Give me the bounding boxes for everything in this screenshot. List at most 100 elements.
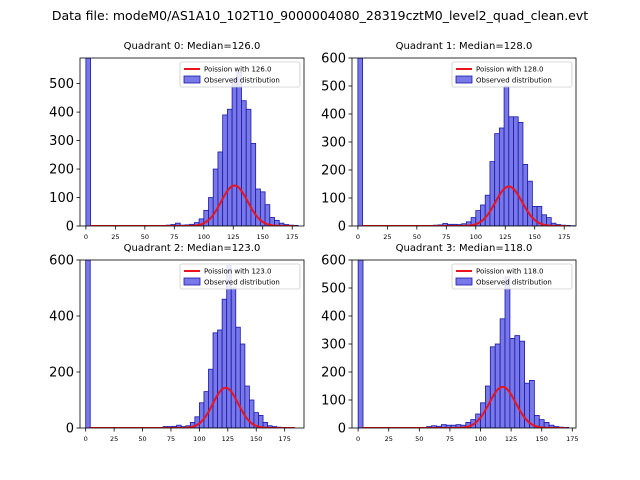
histogram-bar — [222, 114, 228, 226]
legend-bar-label: Observed distribution — [476, 279, 552, 287]
y-tick-label: 600 — [321, 52, 346, 67]
legend-line-label: Poission with 118.0 — [476, 268, 544, 276]
histogram-bar — [217, 329, 223, 428]
subplot-3: 0 25 50 75 100 125 150 175 0 100 200 300 400 500 600 Qu… — [321, 243, 578, 443]
histogram-bar — [522, 163, 529, 226]
y-tick-label: 600 — [49, 254, 74, 269]
x-tick-label: 175 — [558, 233, 570, 241]
x-tick-label: 75 — [170, 233, 178, 241]
x-tick-label: 125 — [505, 435, 517, 443]
histogram-bar — [235, 326, 241, 428]
histogram-bar-zero — [357, 260, 364, 428]
y-tick-label: 400 — [321, 108, 346, 123]
figure-suptitle: Data file: modeM0/AS1A10_102T10_90000040… — [51, 8, 589, 23]
y-tick-label: 200 — [49, 163, 74, 178]
histogram-bar — [494, 133, 500, 226]
y-tick-label: 500 — [49, 77, 74, 92]
legend-bar-swatch — [183, 277, 201, 286]
legend-box — [179, 61, 301, 88]
legend: Poission with 118.0 Observed distribution — [451, 263, 573, 290]
x-tick-label: 100 — [193, 435, 205, 443]
y-tick-label: 500 — [321, 80, 346, 95]
legend-box — [451, 263, 573, 290]
histogram-bar — [513, 116, 519, 226]
y-tick-label: 300 — [49, 134, 74, 149]
poisson-fit-line — [361, 385, 567, 428]
histogram-bar — [217, 151, 224, 226]
legend-bar-swatch — [455, 277, 473, 286]
y-tick-label: 600 — [321, 254, 346, 269]
x-tick-label: 0 — [356, 435, 360, 443]
histogram-bar — [503, 85, 510, 226]
histogram-bar — [494, 343, 501, 428]
y-tick-label: 200 — [49, 366, 74, 381]
y-tick-label: 100 — [49, 191, 74, 206]
histogram-bar — [517, 122, 524, 226]
histogram-bar — [230, 287, 237, 428]
legend-box — [179, 263, 301, 290]
legend-bar-swatch — [455, 75, 473, 84]
histogram-bar — [208, 368, 214, 428]
x-tick-label: 50 — [138, 435, 146, 443]
x-tick-label: 100 — [198, 233, 210, 241]
histogram-bar — [212, 332, 218, 428]
subplot-title: Quadrant 3: Median=118.0 — [396, 243, 533, 254]
histogram-bar — [231, 77, 238, 226]
y-tick-label: 300 — [321, 338, 346, 353]
histogram-bar — [531, 205, 538, 226]
histogram-bar-zero — [357, 58, 364, 226]
y-tick-label: 200 — [321, 164, 346, 179]
legend-bar-label: Observed distribution — [204, 77, 280, 85]
x-tick-label: 150 — [536, 435, 548, 443]
x-tick-label: 50 — [413, 233, 421, 241]
subplot-title: Quadrant 0: Median=126.0 — [124, 41, 261, 52]
x-tick-label: 175 — [286, 233, 298, 241]
x-tick-label: 25 — [385, 435, 393, 443]
x-tick-label: 175 — [566, 435, 578, 443]
histogram-bar — [498, 127, 505, 226]
histogram-bar — [508, 116, 514, 226]
histogram-bar-zero — [85, 58, 92, 226]
subplot-0: 0 25 50 75 100 125 150 175 0 100 200 300 400 500 Quadr… — [49, 41, 305, 241]
legend: Poission with 123.0 Observed distribution — [179, 263, 301, 290]
y-tick-label: 200 — [321, 366, 346, 381]
x-tick-label: 75 — [442, 233, 450, 241]
histogram-bar — [489, 161, 496, 226]
plot-area-3 — [357, 260, 570, 428]
legend-line-label: Poission with 123.0 — [204, 268, 272, 276]
x-tick-label: 0 — [84, 435, 88, 443]
histogram-bar — [212, 168, 219, 226]
legend-bar-label: Observed distribution — [476, 77, 552, 85]
x-tick-label: 175 — [278, 435, 290, 443]
histogram-bar — [489, 346, 496, 428]
histogram-bar — [480, 204, 486, 226]
legend-bar-label: Observed distribution — [204, 279, 280, 287]
x-tick-label: 150 — [529, 233, 541, 241]
x-tick-label: 25 — [110, 435, 118, 443]
y-tick-label: 100 — [321, 192, 346, 207]
legend-bar-swatch — [183, 75, 201, 84]
y-tick-label: 400 — [49, 310, 74, 325]
y-tick-label: 100 — [321, 394, 346, 409]
subplot-title: Quadrant 2: Median=123.0 — [124, 243, 261, 254]
histogram-bar — [484, 194, 491, 226]
histogram-bar — [236, 71, 242, 226]
histogram-bar — [509, 337, 516, 428]
x-tick-label: 25 — [383, 233, 391, 241]
x-tick-label: 25 — [111, 233, 119, 241]
histogram-bar — [226, 108, 233, 226]
histogram-bar — [264, 204, 271, 226]
legend: Poission with 128.0 Observed distribution — [451, 61, 573, 88]
x-tick-label: 100 — [470, 233, 482, 241]
x-tick-label: 125 — [222, 435, 234, 443]
x-tick-label: 50 — [141, 233, 149, 241]
histogram-bar — [203, 391, 209, 428]
x-tick-label: 75 — [167, 435, 175, 443]
plot-area-2 — [85, 260, 295, 428]
histogram-bar — [208, 197, 214, 226]
histogram-bar — [527, 180, 533, 226]
x-tick-label: 50 — [415, 435, 423, 443]
histogram-bar — [504, 276, 511, 428]
